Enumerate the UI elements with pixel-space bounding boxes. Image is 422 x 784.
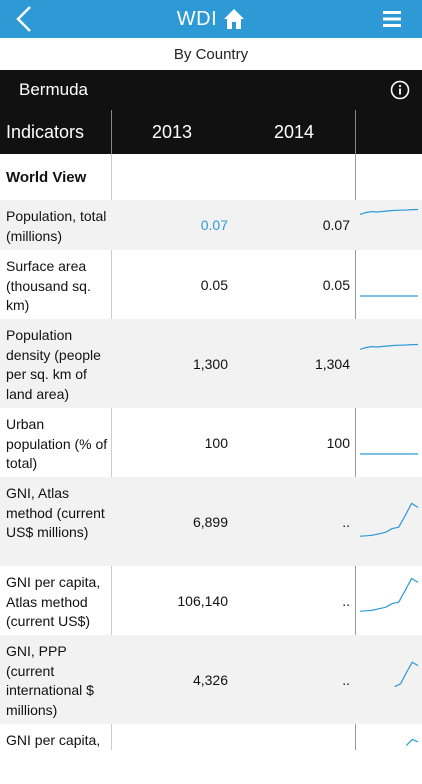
- info-icon[interactable]: [390, 80, 410, 100]
- indicator-label: GNI per capita, Atlas method (current US…: [6, 574, 101, 629]
- indicator-label: Population density (people per sq. km of…: [6, 327, 101, 402]
- value-2014: 0.07: [322, 217, 350, 233]
- value-2014: ..: [342, 593, 350, 609]
- header-year-2014: 2014: [273, 121, 315, 142]
- header-divider: [355, 110, 356, 154]
- indicator-label: Surface area (thousand sq. km): [6, 258, 91, 313]
- header-year-2013: 2013: [151, 121, 193, 142]
- table-row[interactable]: Population, total (millions) 0.07 0.07: [0, 200, 422, 250]
- country-bar: Bermuda: [0, 70, 422, 110]
- sparkline-series: [359, 577, 419, 612]
- table-row[interactable]: GNI per capita,: [0, 724, 422, 784]
- table-row[interactable]: Population density (people per sq. km of…: [0, 319, 422, 408]
- header-indicators: Indicators: [6, 121, 85, 142]
- value-2014: 0.05: [322, 277, 350, 293]
- sparkline-series: [394, 661, 419, 688]
- sparkline: [359, 208, 419, 215]
- value-2014: ..: [342, 672, 350, 688]
- sparkline-series: [359, 502, 419, 537]
- header-divider: [111, 110, 112, 154]
- value-2014: ..: [342, 514, 350, 530]
- sparkline: [405, 738, 419, 746]
- section-row: World View: [0, 154, 422, 200]
- value-2013: 100: [204, 435, 228, 451]
- table-row[interactable]: GNI per capita, Atlas method (current US…: [0, 566, 422, 635]
- value-2013: 4,326: [192, 672, 228, 688]
- table-row[interactable]: Urban population (% of total) 100 100: [0, 408, 422, 477]
- column-divider: [355, 154, 356, 750]
- value-2013: 6,899: [192, 514, 228, 530]
- subtitle-bar: By Country: [0, 38, 422, 71]
- table-row[interactable]: GNI, PPP (current international $ millio…: [0, 635, 422, 724]
- table-row[interactable]: Surface area (thousand sq. km) 0.05 0.05: [0, 250, 422, 319]
- value-2013: 1,300: [192, 356, 228, 372]
- sparkline: [360, 295, 418, 297]
- indicator-table: World View Population, total (millions) …: [0, 154, 422, 784]
- sparkline-series: [405, 738, 419, 746]
- table-row[interactable]: GNI, Atlas method (current US$ millions)…: [0, 477, 422, 566]
- value-2013[interactable]: 0.07: [200, 217, 228, 233]
- indicator-label: Urban population (% of total): [6, 416, 108, 471]
- sparkline: [360, 453, 418, 455]
- value-2013: 0.05: [200, 277, 228, 293]
- column-divider: [111, 154, 112, 750]
- indicator-label: GNI per capita,: [6, 732, 101, 748]
- sparkline: [359, 502, 419, 537]
- subtitle-text: By Country: [173, 45, 249, 63]
- value-2014: 1,304: [314, 356, 350, 372]
- value-2014: 100: [326, 435, 350, 451]
- section-title: World View: [6, 169, 87, 186]
- hamburger-menu-icon[interactable]: [382, 9, 402, 29]
- indicator-label: GNI, Atlas method (current US$ millions): [6, 485, 105, 540]
- indicator-label: GNI, PPP (current international $ millio…: [6, 643, 94, 718]
- sparkline-series: [359, 343, 419, 350]
- home-icon[interactable]: [223, 8, 245, 30]
- table-header: Indicators 2013 2014: [0, 110, 422, 154]
- sparkline: [359, 343, 419, 350]
- country-name: Bermuda: [19, 80, 88, 99]
- back-arrow-icon[interactable]: [10, 4, 40, 34]
- app-title[interactable]: WDI: [0, 0, 422, 38]
- sparkline-series: [359, 208, 419, 215]
- sparkline: [359, 577, 419, 612]
- indicator-label: Population, total (millions): [6, 208, 107, 244]
- value-2013: 106,140: [177, 593, 228, 609]
- sparkline: [394, 661, 419, 688]
- top-app-bar: WDI: [0, 0, 422, 38]
- app-title-text: WDI: [176, 7, 218, 30]
